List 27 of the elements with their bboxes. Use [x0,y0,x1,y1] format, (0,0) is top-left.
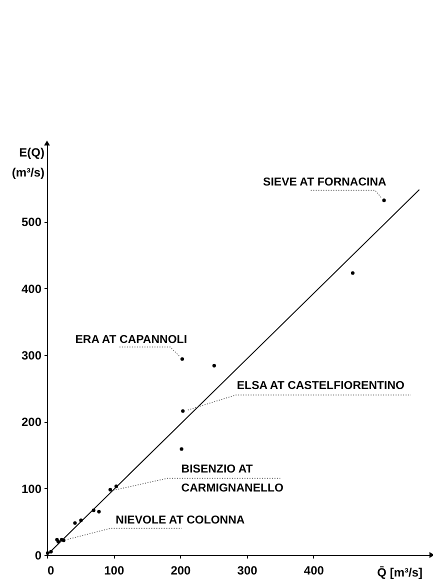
point [97,510,101,514]
y-tick-label: 0 [34,548,42,562]
point [181,409,185,413]
point [212,364,216,368]
point [350,271,355,275]
y-tick-label: 500 [21,215,42,230]
point [180,447,184,451]
y-tick-label: 300 [21,348,42,362]
point [180,357,184,361]
y-axis-title: E(Q) (m³/s) [12,146,44,180]
x-tick-label: 300 [237,564,258,578]
y-tick-label: 400 [21,282,42,296]
annotation: BISENZIO AT CARMIGNANELLO [181,463,284,494]
x-tick-label: 200 [170,564,192,578]
x-tick-label: 0 [48,564,54,578]
annotation: NIEVOLE AT COLONNA [116,514,245,526]
y-tick-label: 100 [21,482,42,496]
annotation: SIEVE AT FORNACINA [263,176,386,188]
point [73,521,77,525]
annotation: ELSA AT CASTELFIORENTINO [236,380,405,392]
x-tick-label: 100 [104,564,124,578]
point [108,488,112,492]
annotation: ERA AT CAPANNOLI [75,334,188,346]
y-tick-label: 200 [21,415,42,430]
point [382,198,386,202]
x-axis-title: Q̄ [m³/s] [377,566,422,580]
x-tick-label: 400 [304,564,324,578]
